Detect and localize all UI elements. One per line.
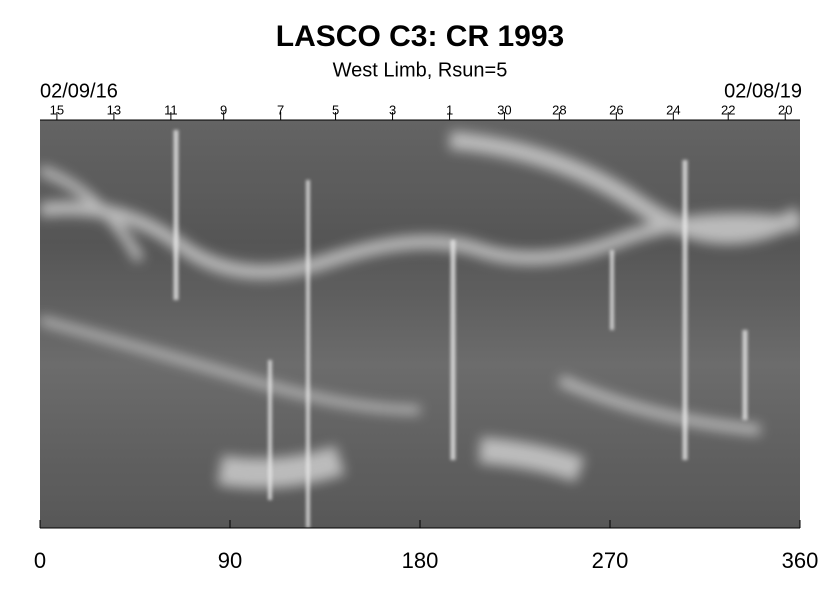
top-tick-label: 13 [107,102,121,117]
top-tick-label: 5 [332,102,339,117]
end-date: 02/08/19 [724,80,802,102]
x-tick-label: 180 [402,548,439,573]
top-tick-label: 22 [721,102,735,117]
top-tick-label: 11 [164,102,178,117]
top-tick-label: 9 [220,102,227,117]
start-date: 02/09/16 [40,80,118,102]
x-tick-label: 360 [782,548,819,573]
top-tick-label: 26 [609,102,623,117]
top-tick-label: 1 [446,102,453,117]
x-tick-label: 0 [34,548,46,573]
top-tick-label: 3 [389,102,396,117]
top-tick-label: 15 [50,102,64,117]
top-tick-label: 28 [552,102,566,117]
top-tick-label: 20 [778,102,792,117]
synoptic-map [40,120,800,528]
top-tick-label: 30 [497,102,511,117]
x-tick-label: 270 [592,548,629,573]
top-tick-label: 7 [277,102,284,117]
chart-subtitle: West Limb, Rsun=5 [333,59,508,81]
x-tick-label: 90 [218,548,242,573]
top-tick-label: 24 [666,102,680,117]
chart-title: LASCO C3: CR 1993 [276,20,564,53]
